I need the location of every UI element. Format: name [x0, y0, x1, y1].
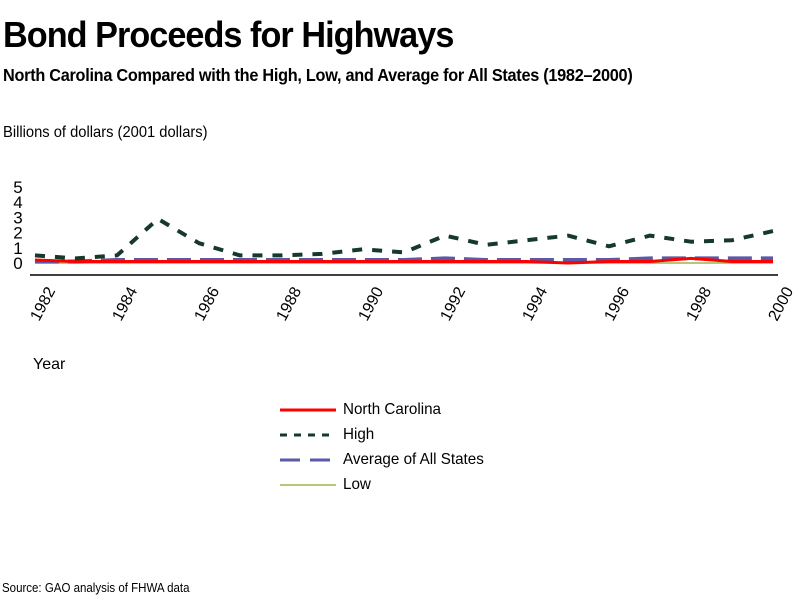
- legend-item-average: Average of All States: [280, 447, 491, 472]
- x-tick-label: 1996: [602, 284, 634, 323]
- y-tick-label: 4: [13, 193, 22, 212]
- x-tick-label: 1984: [110, 284, 142, 323]
- x-tick-label: 1998: [684, 284, 716, 323]
- y-axis-label: Billions of dollars (2001 dollars): [3, 124, 208, 141]
- legend-item-low: Low: [280, 472, 491, 497]
- x-axis-label: Year: [33, 356, 66, 373]
- x-tick-label: 1990: [356, 284, 388, 323]
- source-note: Source: GAO analysis of FHWA data: [2, 581, 190, 595]
- legend-label: North Carolina: [343, 400, 441, 418]
- y-tick-label: 0: [13, 254, 22, 273]
- legend-label: Low: [343, 475, 371, 493]
- y-tick-label: 1: [13, 239, 22, 258]
- legend-label: Average of All States: [343, 450, 484, 468]
- x-tick-label: 1994: [520, 284, 552, 323]
- series-line-north-carolina: [34, 256, 773, 265]
- x-axis-ticks: 1982 1984 1986 1988 1990 1992 1994 1996 1998 2000: [28, 284, 798, 323]
- series-group: [34, 216, 774, 265]
- chart-title: Bond Proceeds for Highways: [3, 14, 454, 55]
- y-tick-label: 2: [13, 224, 22, 243]
- x-tick-label: 1982: [28, 284, 60, 323]
- series-line-high: [34, 216, 774, 261]
- legend-swatch-low: [280, 483, 336, 486]
- legend-label: High: [343, 425, 375, 443]
- legend-swatch-average: [280, 458, 336, 461]
- x-tick-label: 1988: [274, 284, 306, 323]
- x-tick-label: 1992: [438, 284, 470, 323]
- y-tick-label: 5: [13, 178, 22, 197]
- chart-subtitle: North Carolina Compared with the High, L…: [3, 65, 633, 85]
- legend-swatch-north-carolina: [280, 408, 336, 411]
- legend: North Carolina High Average of All State…: [280, 397, 491, 497]
- x-tick-label: 1986: [192, 284, 224, 323]
- legend-item-high: High: [280, 422, 491, 447]
- x-tick-label: 2000: [766, 284, 798, 323]
- legend-item-north-carolina: North Carolina: [280, 397, 491, 422]
- legend-swatch-high: [280, 433, 336, 436]
- y-tick-label: 3: [13, 208, 22, 227]
